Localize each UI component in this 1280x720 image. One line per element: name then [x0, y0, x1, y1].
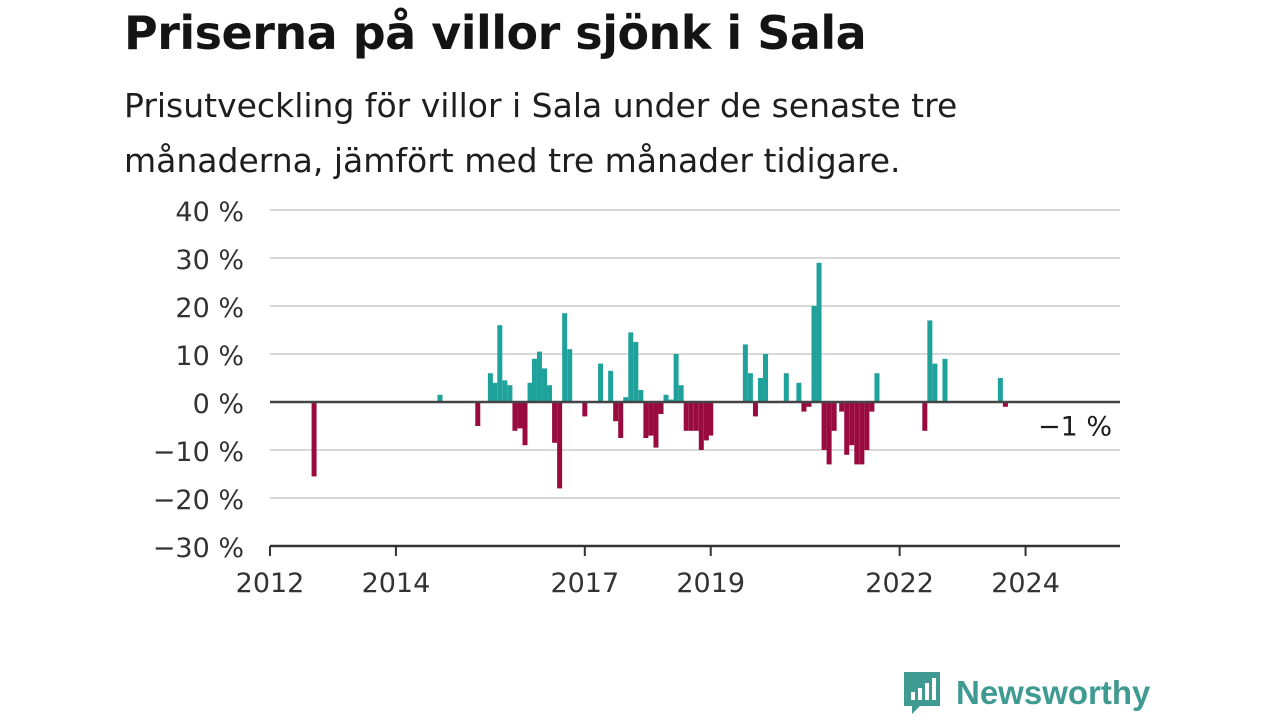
bar	[806, 402, 812, 407]
bar	[796, 382, 802, 402]
bar	[688, 402, 694, 431]
bar	[997, 378, 1003, 402]
bar	[557, 402, 563, 489]
bar	[618, 402, 624, 438]
y-tick-label: 40 %	[175, 197, 244, 228]
bar	[942, 358, 948, 402]
y-tick-label: 10 %	[175, 341, 244, 372]
bar	[826, 402, 832, 465]
bar	[492, 382, 498, 402]
bar	[562, 313, 568, 402]
x-tick-label: 2014	[362, 568, 431, 599]
bar	[801, 402, 807, 412]
bar	[1002, 402, 1008, 407]
bar	[844, 402, 850, 455]
y-tick-label: −30 %	[153, 533, 244, 564]
bar	[922, 402, 928, 431]
bar	[757, 378, 763, 402]
bar	[932, 363, 938, 402]
bar	[613, 402, 619, 422]
bar	[536, 351, 542, 402]
x-tick-label: 2024	[991, 568, 1060, 599]
bar	[311, 402, 317, 477]
bar	[653, 402, 659, 448]
bar	[869, 402, 875, 412]
bar	[608, 370, 614, 402]
bar	[747, 373, 753, 402]
chart-subtitle: Prisutveckling för villor i Sala under d…	[124, 86, 958, 180]
bar	[512, 402, 518, 431]
last-value-label: −1 %	[1038, 412, 1112, 443]
bar	[831, 402, 837, 431]
chart-title: Priserna på villor sjönk i Sala	[124, 6, 867, 60]
bar	[698, 402, 704, 450]
bar	[507, 385, 513, 402]
bar	[633, 342, 639, 402]
brand: Newsworthy	[902, 670, 1150, 716]
y-tick-label: −10 %	[153, 437, 244, 468]
bar	[752, 402, 758, 417]
x-tick-label: 2017	[550, 568, 619, 599]
y-tick-label: 30 %	[175, 245, 244, 276]
bar	[552, 402, 558, 443]
bar	[638, 390, 644, 402]
bar	[487, 373, 493, 402]
bar	[673, 354, 679, 402]
bar	[763, 354, 769, 402]
bar	[497, 325, 503, 402]
bar	[708, 402, 714, 436]
bar	[527, 382, 533, 402]
bar	[475, 402, 481, 426]
bar	[623, 397, 629, 402]
bar	[927, 320, 933, 402]
bar	[854, 402, 860, 465]
bar	[522, 402, 528, 446]
bar	[839, 402, 845, 412]
bar	[742, 344, 748, 402]
bar	[567, 349, 573, 402]
x-tick-label: 2022	[865, 568, 934, 599]
brand-name: Newsworthy	[956, 674, 1151, 711]
bar	[517, 402, 523, 429]
bar	[643, 402, 649, 438]
x-tick-label: 2012	[236, 568, 305, 599]
bar	[598, 363, 604, 402]
bar	[628, 332, 634, 402]
bar	[821, 402, 827, 450]
bar	[864, 402, 870, 450]
bar	[683, 402, 689, 431]
bar	[437, 394, 443, 402]
bar	[816, 262, 822, 402]
bar	[849, 402, 855, 446]
bar	[783, 373, 789, 402]
bar	[547, 385, 553, 402]
bar	[531, 358, 537, 402]
bar	[874, 373, 880, 402]
bar	[502, 380, 508, 402]
bar	[693, 402, 699, 431]
y-tick-label: 20 %	[175, 293, 244, 324]
bar	[648, 402, 654, 436]
bar	[663, 394, 669, 402]
bar	[582, 402, 588, 417]
bar	[542, 368, 548, 402]
bar	[678, 385, 684, 402]
x-tick-label: 2019	[676, 568, 745, 599]
newsworthy-logo-icon	[904, 672, 940, 714]
bar	[859, 402, 865, 465]
y-tick-label: −20 %	[153, 485, 244, 516]
bar	[658, 402, 664, 414]
y-tick-label: 0 %	[193, 389, 244, 420]
bar	[811, 306, 817, 402]
bar	[703, 402, 709, 441]
